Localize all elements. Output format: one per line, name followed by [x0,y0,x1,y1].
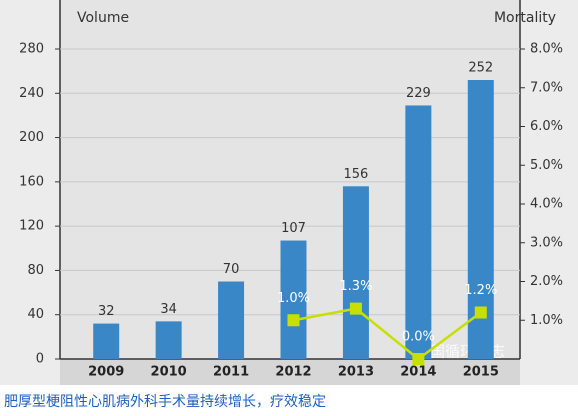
x-tick-label: 2009 [88,365,124,380]
mortality-line [293,307,482,361]
bar-value-label: 70 [223,262,240,277]
line-marker [474,306,487,319]
bar-value-label: 252 [468,61,493,76]
line-value-label: 1.2% [464,283,497,298]
x-tick-label: 2014 [400,365,436,380]
bar [342,186,369,359]
bar [280,240,307,359]
line-value-label: 1.0% [277,291,310,306]
y2-tick-label: 4.0% [530,197,563,212]
y-tick-label: 240 [19,86,44,101]
y-tick-label: 120 [19,219,44,234]
line-value-label: 1.3% [339,279,372,294]
y2-tick-label: 5.0% [530,158,563,173]
y-tick-label: 0 [36,352,44,367]
y-axis-label: Volume [77,10,129,26]
y-tick-label: 280 [19,42,44,57]
line-marker [349,302,362,315]
y2-tick-label: 2.0% [530,274,563,289]
x-tick-label: 2012 [275,365,311,380]
y2-axis-label: Mortality [494,10,556,26]
x-tick-label: 2010 [151,365,187,380]
y-tick-label: 200 [19,130,44,145]
bar-value-label: 156 [344,167,369,182]
line-marker [287,314,300,327]
y2-tick-label: 7.0% [530,80,563,95]
y-tick-label: 80 [27,263,44,278]
x-tick-label: 2015 [463,365,499,380]
y-tick-label: 160 [19,174,44,189]
x-band [60,359,520,385]
y2-tick-label: 3.0% [530,235,563,250]
x-tick-label: 2013 [338,365,374,380]
line-marker [412,353,425,365]
bar-value-label: 107 [281,221,306,236]
bar-value-label: 34 [160,302,177,317]
x-tick-label: 2011 [213,365,249,380]
caption: 肥厚型梗阻性心肌病外科手术量持续增长，疗效稳定 [4,393,326,410]
y2-tick-label: 8.0% [530,42,563,57]
line-value-label: 0.0% [402,330,435,345]
y2-tick-label: 1.0% [530,313,563,328]
bar-value-label: 32 [98,304,115,319]
y-tick-label: 40 [27,307,44,322]
bar [218,281,245,359]
bar-value-label: 229 [406,86,431,101]
bar [405,105,432,359]
bar [155,321,182,359]
bar [93,323,120,359]
y2-tick-label: 6.0% [530,119,563,134]
